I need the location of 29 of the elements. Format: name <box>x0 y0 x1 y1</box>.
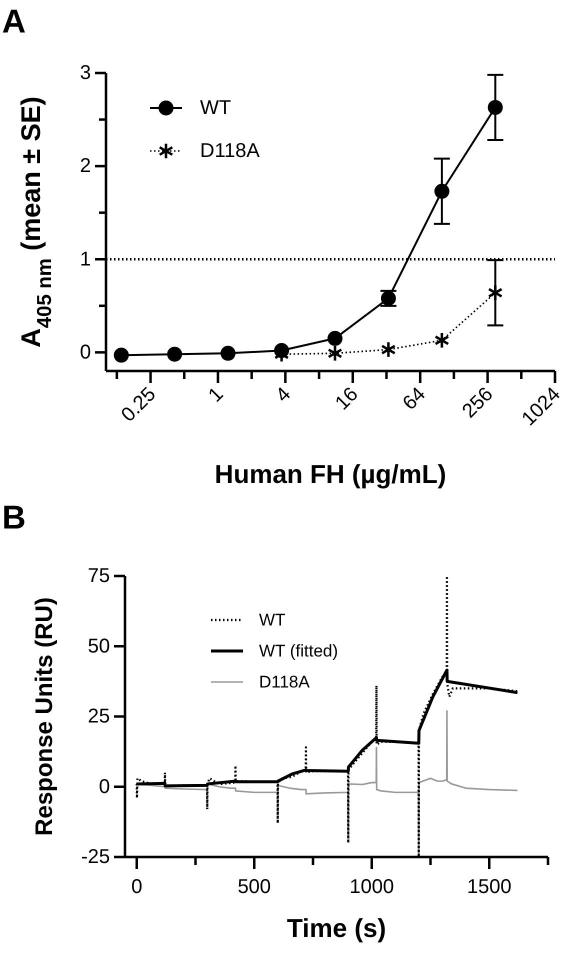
legend-label: D118A <box>200 140 260 162</box>
legend-label: WT <box>200 97 232 119</box>
x-tick-label: 4 <box>272 383 296 407</box>
x-tick-label: 64 <box>398 383 430 415</box>
y-tick-label: 1 <box>80 248 91 270</box>
legend-label: D118A <box>259 672 310 692</box>
x-tick-label: 16 <box>331 383 363 415</box>
y-tick-label: 25 <box>88 706 110 728</box>
x-tick-label: 1500 <box>467 876 512 898</box>
y-tick-label: 50 <box>88 635 110 658</box>
x-tick-label: 0 <box>131 876 142 898</box>
chart-title: A <box>2 2 26 40</box>
x-axis-title: Time (s) <box>286 913 386 943</box>
y-tick-label: 2 <box>80 155 91 178</box>
legend-label: WT <box>259 610 286 630</box>
x-axis-title: Human FH (µg/mL) <box>214 459 446 489</box>
x-tick-label: 1 <box>204 383 228 407</box>
x-tick-label: 256 <box>458 383 498 422</box>
y-axis-title: Response Units (RU) <box>31 597 58 836</box>
y-tick-label: 0 <box>80 341 91 364</box>
legend-label: WT (fitted) <box>259 642 338 660</box>
x-tick-label: 0.25 <box>117 383 160 426</box>
x-tick-label: 500 <box>238 876 271 898</box>
chart-title: B <box>2 498 26 536</box>
y-tick-label: -25 <box>81 846 110 868</box>
y-tick-label: 75 <box>88 565 110 587</box>
y-tick-label: 3 <box>80 62 91 84</box>
y-tick-label: 0 <box>98 776 110 798</box>
x-tick-label: 1000 <box>350 876 394 898</box>
